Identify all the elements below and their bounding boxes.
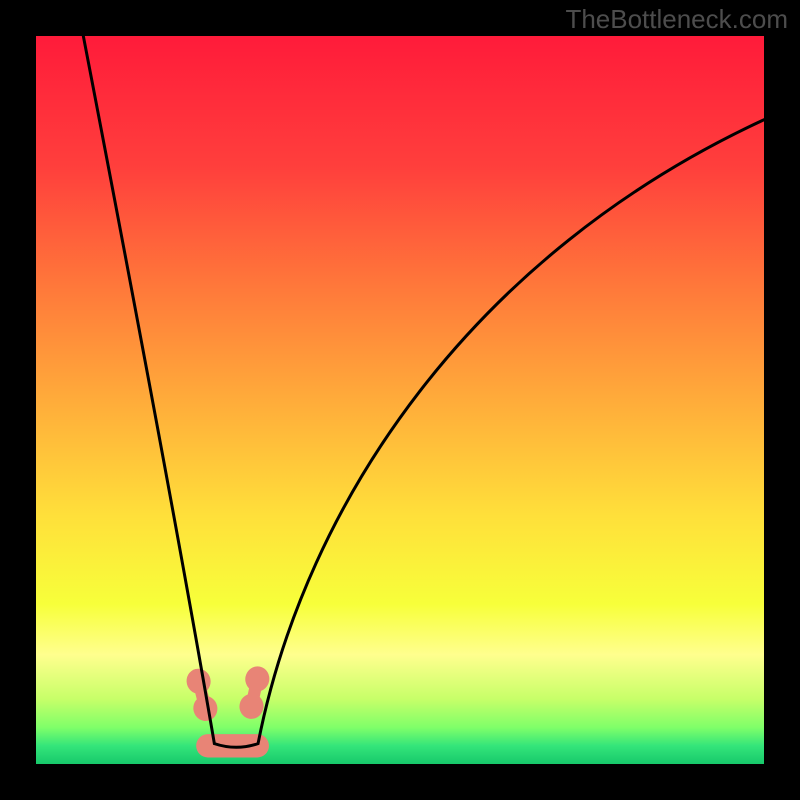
gradient-background [36, 36, 764, 764]
watermark-text: TheBottleneck.com [565, 4, 788, 35]
chart-stage: TheBottleneck.com [0, 0, 800, 800]
plot-area [36, 36, 764, 764]
